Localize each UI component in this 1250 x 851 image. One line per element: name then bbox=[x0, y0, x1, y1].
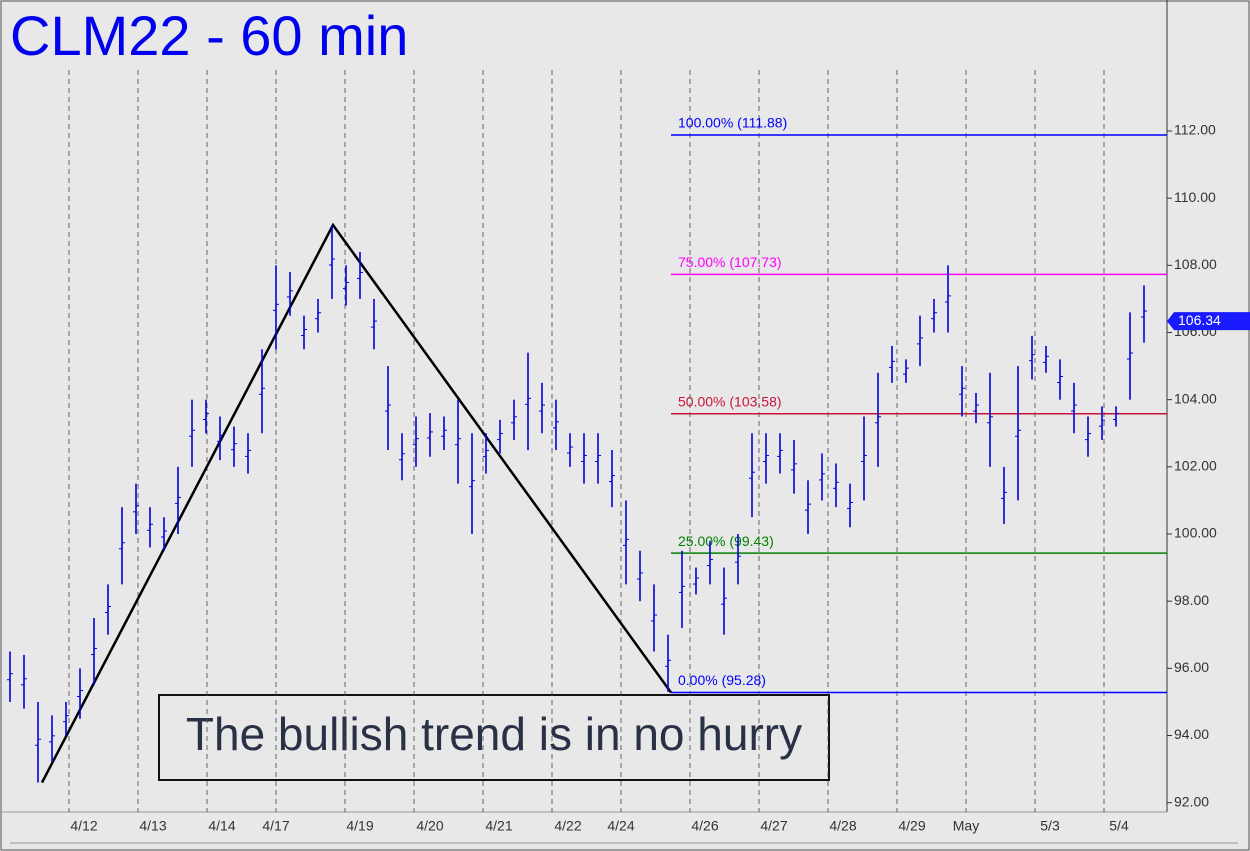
x-tick-label: 4/19 bbox=[346, 818, 373, 834]
chart-title: CLM22 - 60 min bbox=[10, 4, 408, 67]
y-tick-label: 102.00 bbox=[1174, 458, 1217, 474]
annotation: The bullish trend is in no hurry bbox=[186, 708, 802, 760]
x-tick-label: 4/29 bbox=[898, 818, 925, 834]
y-tick-label: 112.00 bbox=[1174, 122, 1216, 138]
fib-label: 100.00% (111.88) bbox=[678, 115, 787, 131]
x-tick-label: 4/13 bbox=[139, 818, 166, 834]
fib-label: 0.00% (95.28) bbox=[678, 672, 766, 688]
trendline bbox=[40, 222, 673, 784]
x-tick-label: 4/22 bbox=[554, 818, 581, 834]
x-tick-label: 4/14 bbox=[208, 818, 235, 834]
y-tick-label: 104.00 bbox=[1174, 390, 1217, 406]
price-tag-label: 106.34 bbox=[1178, 312, 1221, 328]
y-tick-label: 110.00 bbox=[1174, 189, 1216, 205]
y-tick-label: 98.00 bbox=[1174, 592, 1209, 608]
x-tick-label: May bbox=[953, 818, 979, 834]
fib-label: 25.00% (99.43) bbox=[678, 533, 774, 549]
y-tick-label: 100.00 bbox=[1174, 525, 1217, 541]
y-tick-label: 94.00 bbox=[1174, 726, 1209, 742]
y-tick-label: 96.00 bbox=[1174, 659, 1209, 675]
fib-label: 50.00% (103.58) bbox=[678, 393, 782, 409]
x-tick-label: 4/12 bbox=[70, 818, 97, 834]
x-tick-label: 4/28 bbox=[829, 818, 856, 834]
x-tick-label: 4/20 bbox=[416, 818, 443, 834]
x-tick-label: 5/4 bbox=[1109, 818, 1129, 834]
y-tick-label: 108.00 bbox=[1174, 256, 1217, 272]
price-tag bbox=[1167, 312, 1250, 331]
x-tick-label: 4/27 bbox=[760, 818, 787, 834]
y-tick-label: 92.00 bbox=[1174, 793, 1209, 809]
x-tick-label: 4/24 bbox=[607, 818, 634, 834]
fib-label: 75.00% (107.73) bbox=[678, 254, 782, 270]
x-tick-label: 4/26 bbox=[691, 818, 718, 834]
x-tick-label: 4/21 bbox=[485, 818, 512, 834]
annotation-box bbox=[158, 694, 830, 781]
x-tick-label: 4/17 bbox=[262, 818, 289, 834]
x-tick-label: 5/3 bbox=[1040, 818, 1060, 834]
